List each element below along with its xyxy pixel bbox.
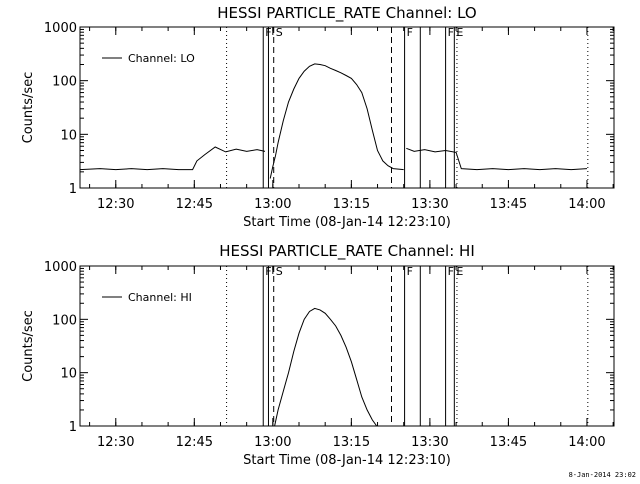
series-line <box>269 63 404 179</box>
y-axis-label: Counts/sec <box>21 310 36 382</box>
y-tick-label: 1000 <box>44 260 77 275</box>
plot-frame <box>79 265 615 427</box>
y-tick-label: 10 <box>60 128 77 143</box>
event-marker-label: F <box>448 26 454 39</box>
event-marker-label: E <box>456 26 463 39</box>
series-line <box>79 146 266 171</box>
y-tick-label: 10 <box>60 367 77 382</box>
series-line <box>406 147 588 171</box>
x-tick-label: 13:00 <box>254 197 291 212</box>
x-tick-label: 13:00 <box>254 435 291 450</box>
x-tick-label: 12:45 <box>176 197 213 212</box>
x-tick-label: 14:00 <box>568 435 605 450</box>
plot-frame <box>79 26 615 189</box>
x-tick-label: 12:30 <box>97 197 134 212</box>
x-tick-label: 13:15 <box>333 197 370 212</box>
event-marker-label: S <box>276 26 283 39</box>
event-marker-label: F <box>407 26 413 39</box>
event-marker-label: S <box>276 265 283 278</box>
chart-title: HESSI PARTICLE_RATE Channel: HI <box>219 242 475 261</box>
x-axis-label: Start Time (08-Jan-14 12:23:10) <box>243 453 451 468</box>
x-tick-label: 12:45 <box>176 435 213 450</box>
x-tick-label: 13:45 <box>490 435 527 450</box>
y-axis-label: Counts/sec <box>21 72 36 144</box>
x-tick-label: 13:30 <box>411 435 448 450</box>
event-marker-label: E <box>456 265 463 278</box>
x-tick-label: 14:00 <box>568 197 605 212</box>
y-tick-label: 1 <box>69 182 77 197</box>
legend-label: Channel: HI <box>128 291 192 304</box>
series-line <box>274 307 378 427</box>
event-marker-label: F <box>407 265 413 278</box>
legend-label: Channel: LO <box>128 52 195 65</box>
x-tick-label: 13:30 <box>411 197 448 212</box>
chart-panel-hi: HESSI PARTICLE_RATE Channel: HI 12:30 12:4… <box>21 242 615 468</box>
x-tick-label: 13:45 <box>490 197 527 212</box>
y-tick-label: 1 <box>69 420 77 435</box>
footer-timestamp: 8-Jan-2014 23:02 <box>568 471 636 479</box>
y-tick-label: 100 <box>52 75 77 90</box>
x-axis-label: Start Time (08-Jan-14 12:23:10) <box>243 215 451 230</box>
event-marker-label: F <box>448 265 454 278</box>
y-tick-label: 100 <box>52 313 77 328</box>
x-tick-label: 12:30 <box>97 435 134 450</box>
y-tick-label: 1000 <box>44 21 77 36</box>
chart-title: HESSI PARTICLE_RATE Channel: LO <box>217 4 476 23</box>
x-tick-label: 13:15 <box>333 435 370 450</box>
chart-panel-lo: HESSI PARTICLE_RATE Channel: LO 12:30 12:4… <box>21 4 615 230</box>
